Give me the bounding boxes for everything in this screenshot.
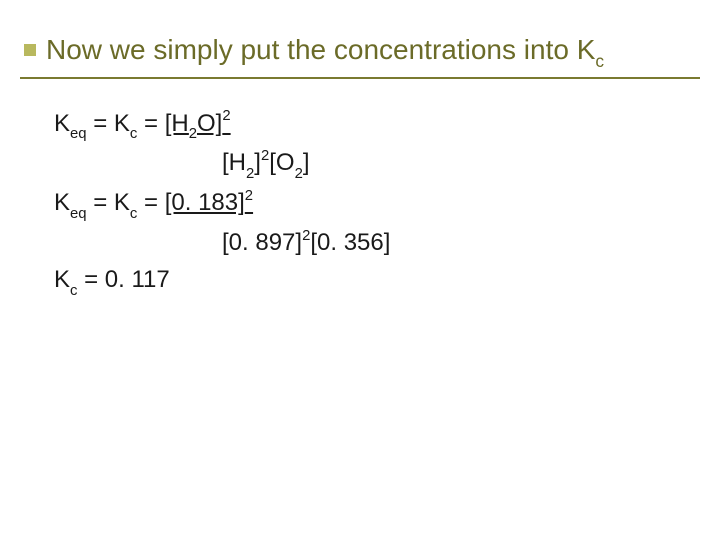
- txt: ]: [303, 149, 310, 176]
- txt: [O: [269, 149, 294, 176]
- txt: [H: [222, 149, 246, 176]
- slide: Now we simply put the concentrations int…: [0, 0, 720, 540]
- txt: K: [54, 110, 70, 137]
- sup: 2: [222, 108, 230, 124]
- sup: 2: [261, 148, 269, 164]
- txt: O]: [197, 110, 222, 137]
- txt: = K: [87, 110, 130, 137]
- txt: [0. 356]: [310, 229, 390, 256]
- title-underline: Now we simply put the concentrations int…: [20, 34, 700, 79]
- sub: c: [130, 206, 137, 222]
- sub: eq: [70, 206, 87, 222]
- txt: = 0. 117: [77, 266, 169, 293]
- txt: K: [54, 266, 70, 293]
- equation-line-4: [0. 897]2[0. 356]: [54, 224, 700, 261]
- title-sub: c: [595, 51, 604, 71]
- txt: ]: [254, 149, 261, 176]
- txt: =: [137, 110, 164, 137]
- title-bullet-icon: [24, 44, 36, 56]
- sub: c: [130, 126, 137, 142]
- equation-line-1: Keq = Kc = [H2O]2: [54, 105, 700, 145]
- sub: c: [70, 283, 77, 299]
- txt: = K: [87, 189, 130, 216]
- sub: eq: [70, 126, 87, 142]
- txt: =: [137, 189, 164, 216]
- slide-title: Now we simply put the concentrations int…: [20, 34, 700, 71]
- sub: 2: [246, 166, 254, 182]
- sup: 2: [245, 188, 253, 204]
- equation-line-3: Keq = Kc = [0. 183]2: [54, 184, 700, 224]
- sub: 2: [189, 126, 197, 142]
- equation-line-2: [H2]2[O2]: [54, 144, 700, 184]
- equation-line-5: Kc = 0. 117: [54, 261, 700, 301]
- sub: 2: [295, 166, 303, 182]
- txt: [0. 183]: [165, 189, 245, 216]
- txt: K: [54, 189, 70, 216]
- txt: [H: [165, 110, 189, 137]
- slide-body: Keq = Kc = [H2O]2 [H2]2[O2] Keq = Kc = […: [20, 105, 700, 302]
- txt: [0. 897]: [222, 229, 302, 256]
- title-text: Now we simply put the concentrations int…: [46, 34, 595, 65]
- sup: 2: [302, 228, 310, 244]
